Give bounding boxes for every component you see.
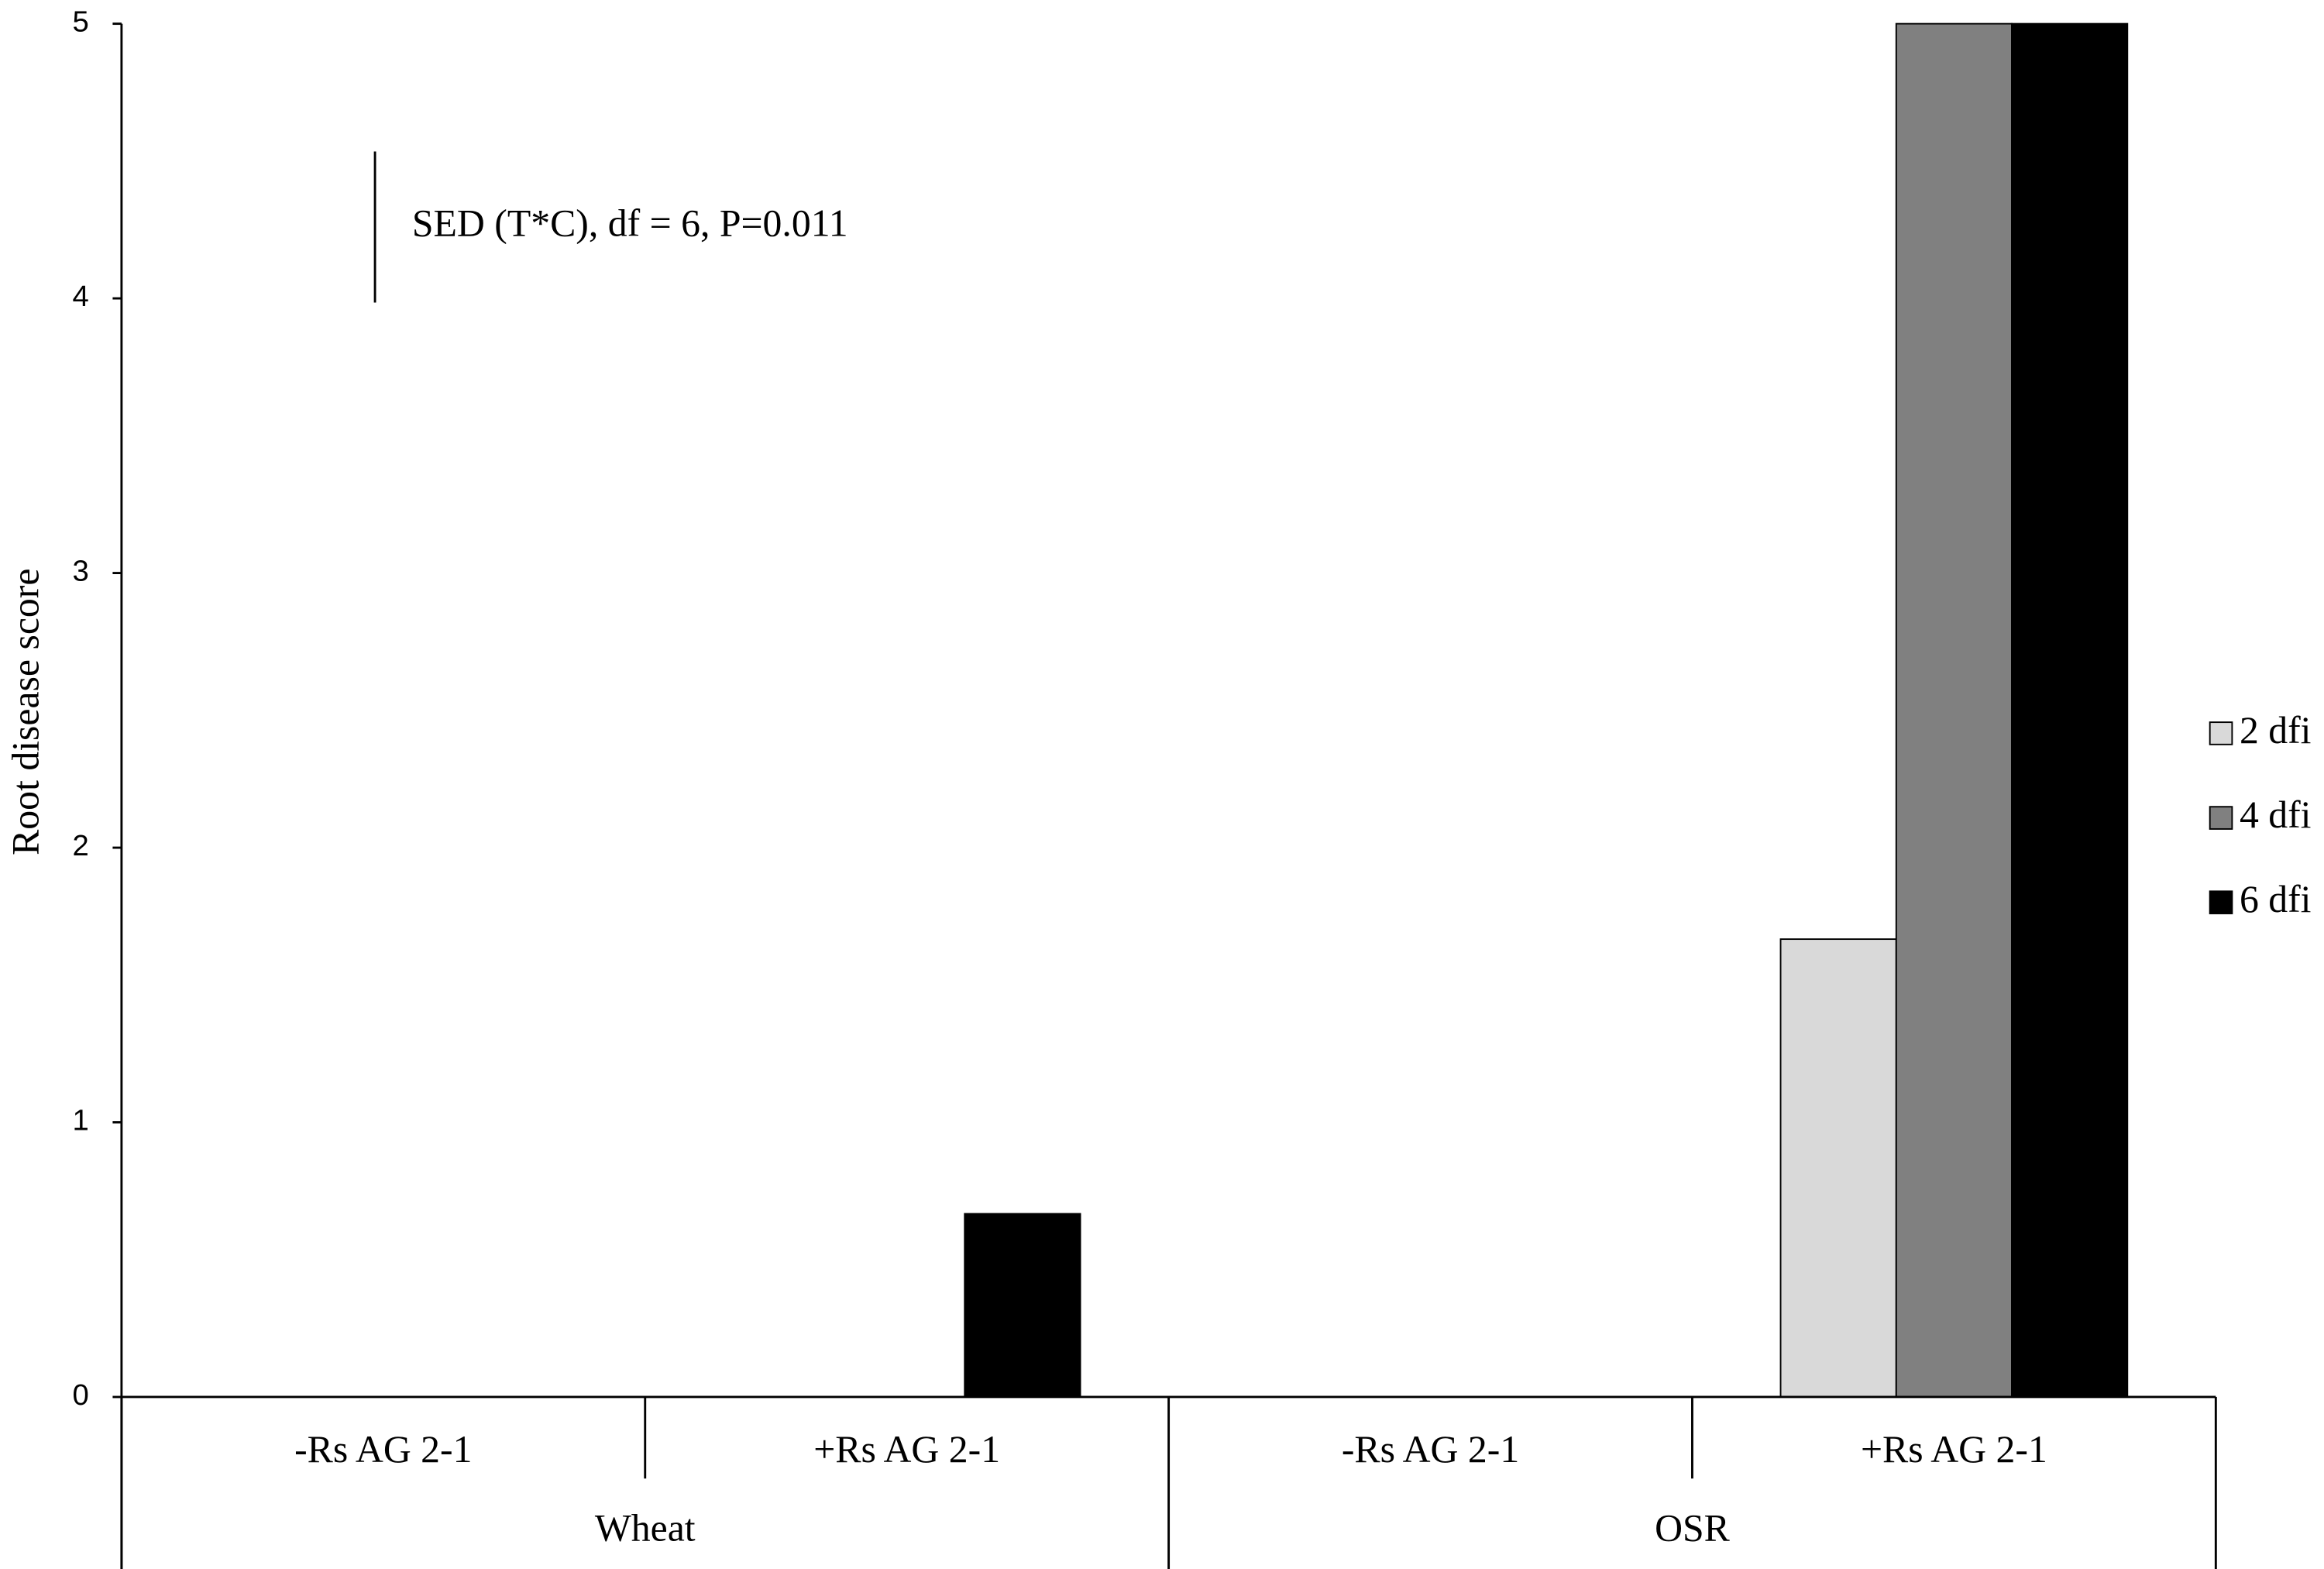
y-tick-label: 0 — [73, 1378, 89, 1412]
legend-swatch — [2209, 721, 2233, 745]
group-label: OSR — [1655, 1507, 1731, 1550]
y-axis-label: Root disease score — [5, 569, 47, 855]
legend-swatch — [2209, 890, 2233, 914]
y-tick-label: 3 — [73, 555, 89, 588]
legend-label: 4 dfi — [2240, 793, 2312, 836]
x-tick-label: +Rs AG 2-1 — [1861, 1428, 2047, 1471]
y-tick-label: 4 — [73, 280, 89, 313]
bar — [964, 1213, 1081, 1398]
annotation: SED (T*C), df = 6, P=0.011 — [412, 201, 848, 244]
x-tick-label: -Rs AG 2-1 — [1342, 1428, 1519, 1471]
legend-label: 6 dfi — [2240, 878, 2312, 920]
bar — [1779, 938, 1897, 1398]
legend-swatch — [2209, 806, 2233, 830]
y-tick-label: 2 — [73, 829, 89, 862]
bar — [2011, 22, 2129, 1398]
y-tick-label: 5 — [73, 5, 89, 39]
x-tick-label: -Rs AG 2-1 — [294, 1428, 472, 1471]
y-tick-label: 1 — [73, 1104, 89, 1137]
legend-label: 2 dfi — [2240, 709, 2312, 752]
group-label: Wheat — [595, 1507, 696, 1550]
x-tick-label: +Rs AG 2-1 — [813, 1428, 1000, 1471]
bar — [1895, 22, 2013, 1398]
